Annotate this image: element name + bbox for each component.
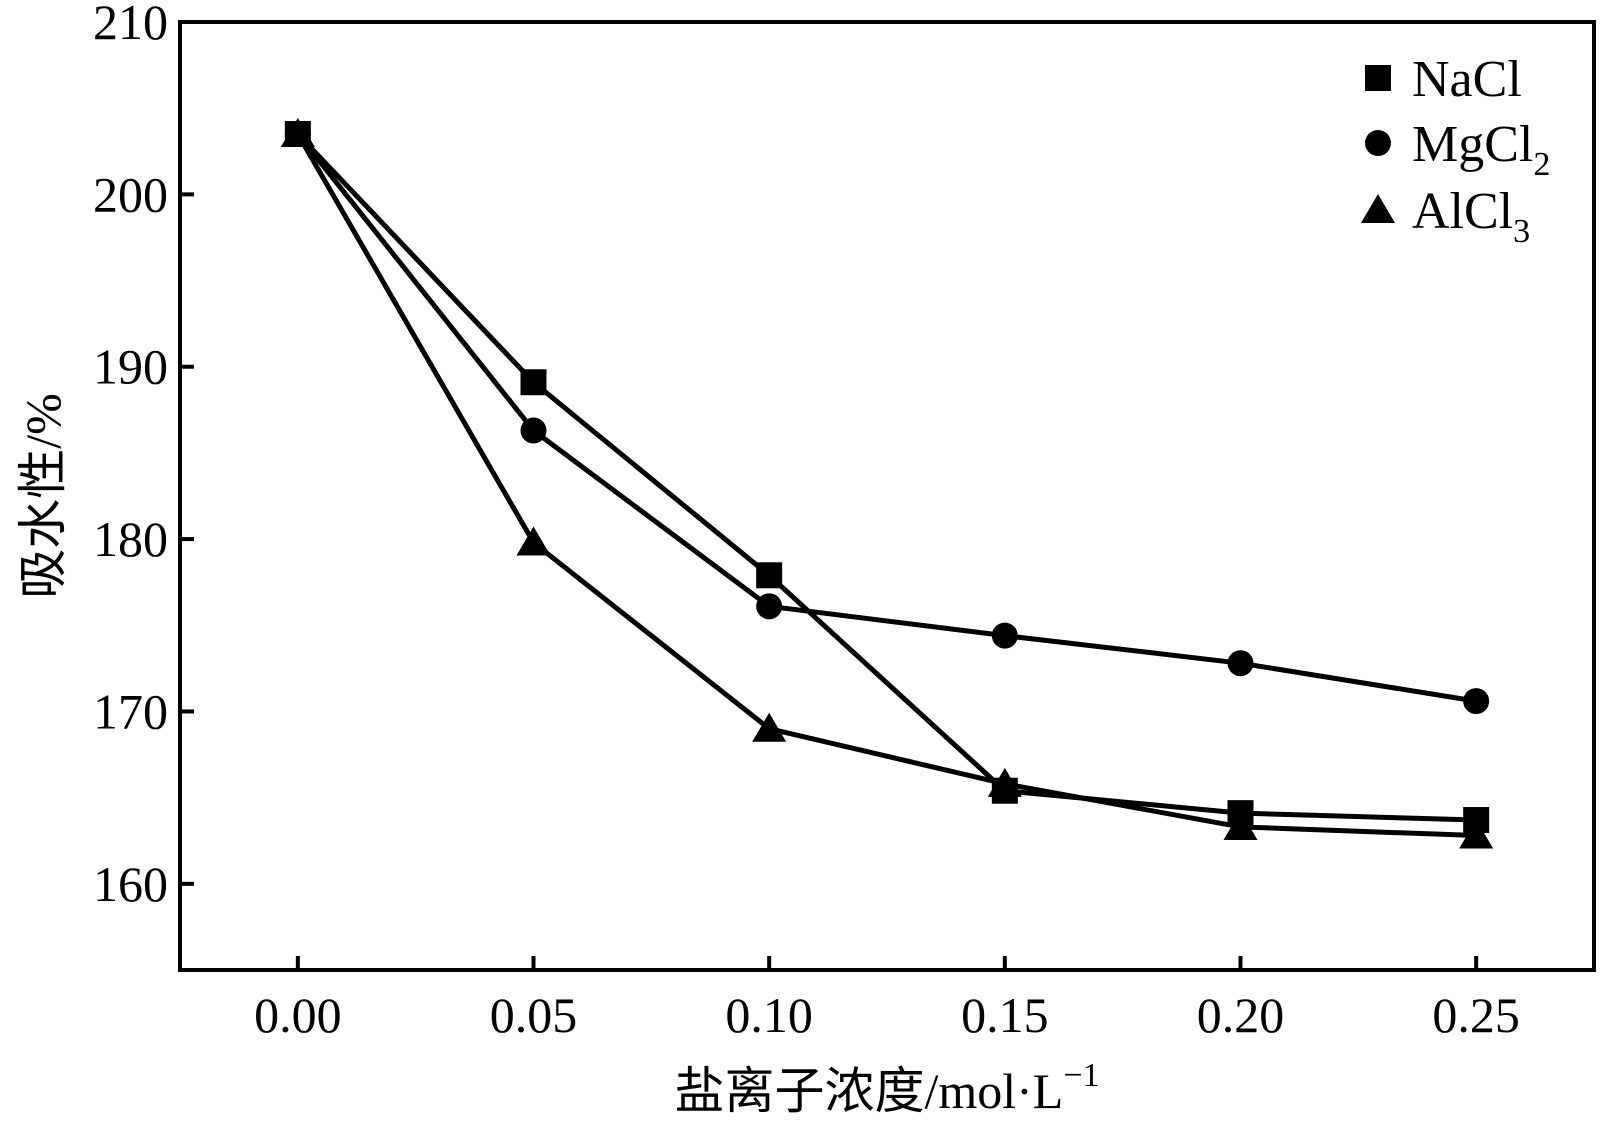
series-line-alcl3 <box>295 132 1477 839</box>
y-axis-ticks: 160 170 180 190 200 210 <box>93 0 194 912</box>
data-point-mgcl2 <box>991 622 1018 649</box>
data-point-nacl <box>756 562 783 589</box>
data-point-nacl <box>520 369 547 396</box>
y-tick-label: 160 <box>93 856 168 912</box>
data-point-mgcl2 <box>1227 650 1254 677</box>
legend-label-alcl3: AlCl3 <box>1412 183 1530 250</box>
series-line-mgcl2 <box>295 132 1477 704</box>
series-nacl <box>284 121 1490 834</box>
x-tick-label: 0.25 <box>1432 987 1520 1043</box>
legend-marker-mgcl2 <box>1365 130 1391 156</box>
data-point-alcl3 <box>1223 810 1258 840</box>
series-mgcl2 <box>284 121 1490 715</box>
data-point-alcl3 <box>1459 819 1494 849</box>
data-point-mgcl2 <box>1463 688 1490 715</box>
x-tick-label: 0.10 <box>725 987 813 1043</box>
legend-marker-nacl <box>1365 65 1391 91</box>
legend-label-mgcl2: MgCl2 <box>1412 116 1550 183</box>
y-tick-label: 170 <box>93 683 168 739</box>
y-axis-title: 吸水性/% <box>15 393 71 599</box>
series-alcl3 <box>280 118 1494 849</box>
y-tick-label: 180 <box>93 511 168 567</box>
x-tick-label: 0.20 <box>1197 987 1285 1043</box>
series-line-nacl <box>296 132 1477 823</box>
x-tick-label: 0.15 <box>961 987 1049 1043</box>
x-axis-title: 盐离子浓度/mol·L−1 <box>674 1057 1099 1119</box>
data-point-mgcl2 <box>520 417 547 444</box>
series-layer <box>280 118 1494 849</box>
y-tick-label: 190 <box>93 339 168 395</box>
data-point-alcl3 <box>516 526 551 556</box>
y-tick-label: 210 <box>93 0 168 50</box>
data-point-alcl3 <box>752 712 787 742</box>
data-point-alcl3 <box>987 767 1022 797</box>
data-point-alcl3 <box>280 118 315 148</box>
plot-frame <box>178 20 1596 972</box>
x-tick-label: 0.05 <box>490 987 578 1043</box>
y-tick-label: 200 <box>93 166 168 222</box>
x-tick-label: 0.00 <box>254 987 342 1043</box>
data-point-mgcl2 <box>756 593 783 620</box>
x-axis-ticks: 0.00 0.05 0.10 0.15 0.20 0.25 <box>254 956 1520 1043</box>
legend-marker-alcl3 <box>1361 194 1395 223</box>
legend-label-nacl: NaCl <box>1412 51 1522 108</box>
